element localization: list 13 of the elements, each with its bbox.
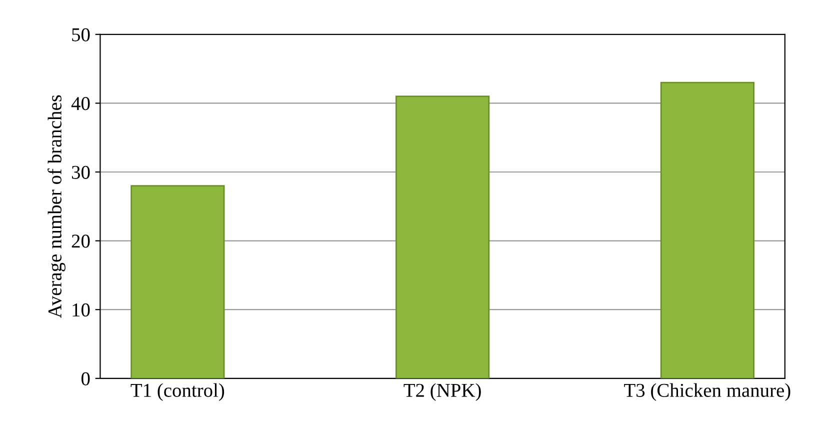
y-tick-label: 40 [71,97,90,110]
x-tick-label: T2 (NPK) [404,383,481,401]
y-tick-label: 10 [72,303,90,317]
y-tick-label: 20 [72,234,90,248]
y-tick-label: 0 [81,372,90,386]
bar [396,96,490,378]
x-tick-label: T3 (Chicken manure) [624,383,790,401]
y-tick-label: 30 [72,166,90,179]
x-tick-label: T1 (control) [130,383,224,401]
y-axis-title: Average number of branches [48,95,66,318]
bar [130,185,225,378]
bar [660,82,754,378]
y-tick-label: 50 [72,28,90,42]
